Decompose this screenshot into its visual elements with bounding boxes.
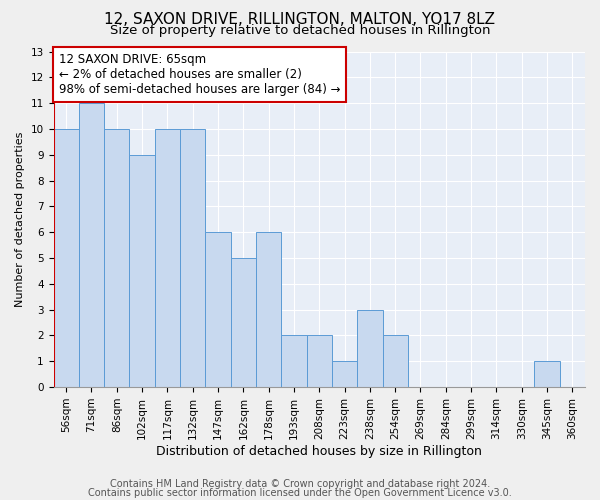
- Text: Size of property relative to detached houses in Rillington: Size of property relative to detached ho…: [110, 24, 490, 37]
- Bar: [104, 129, 130, 387]
- Bar: [307, 336, 332, 387]
- Bar: [155, 129, 180, 387]
- Bar: [357, 310, 383, 387]
- Text: 12 SAXON DRIVE: 65sqm
← 2% of detached houses are smaller (2)
98% of semi-detach: 12 SAXON DRIVE: 65sqm ← 2% of detached h…: [59, 53, 340, 96]
- Y-axis label: Number of detached properties: Number of detached properties: [15, 132, 25, 307]
- Bar: [180, 129, 205, 387]
- X-axis label: Distribution of detached houses by size in Rillington: Distribution of detached houses by size …: [157, 444, 482, 458]
- Text: 12, SAXON DRIVE, RILLINGTON, MALTON, YO17 8LZ: 12, SAXON DRIVE, RILLINGTON, MALTON, YO1…: [104, 12, 496, 28]
- Bar: [79, 103, 104, 387]
- Bar: [205, 232, 230, 387]
- Text: Contains HM Land Registry data © Crown copyright and database right 2024.: Contains HM Land Registry data © Crown c…: [110, 479, 490, 489]
- Bar: [53, 129, 79, 387]
- Bar: [332, 362, 357, 387]
- Bar: [281, 336, 307, 387]
- Bar: [130, 155, 155, 387]
- Bar: [383, 336, 408, 387]
- Bar: [535, 362, 560, 387]
- Bar: [256, 232, 281, 387]
- Text: Contains public sector information licensed under the Open Government Licence v3: Contains public sector information licen…: [88, 488, 512, 498]
- Bar: [230, 258, 256, 387]
